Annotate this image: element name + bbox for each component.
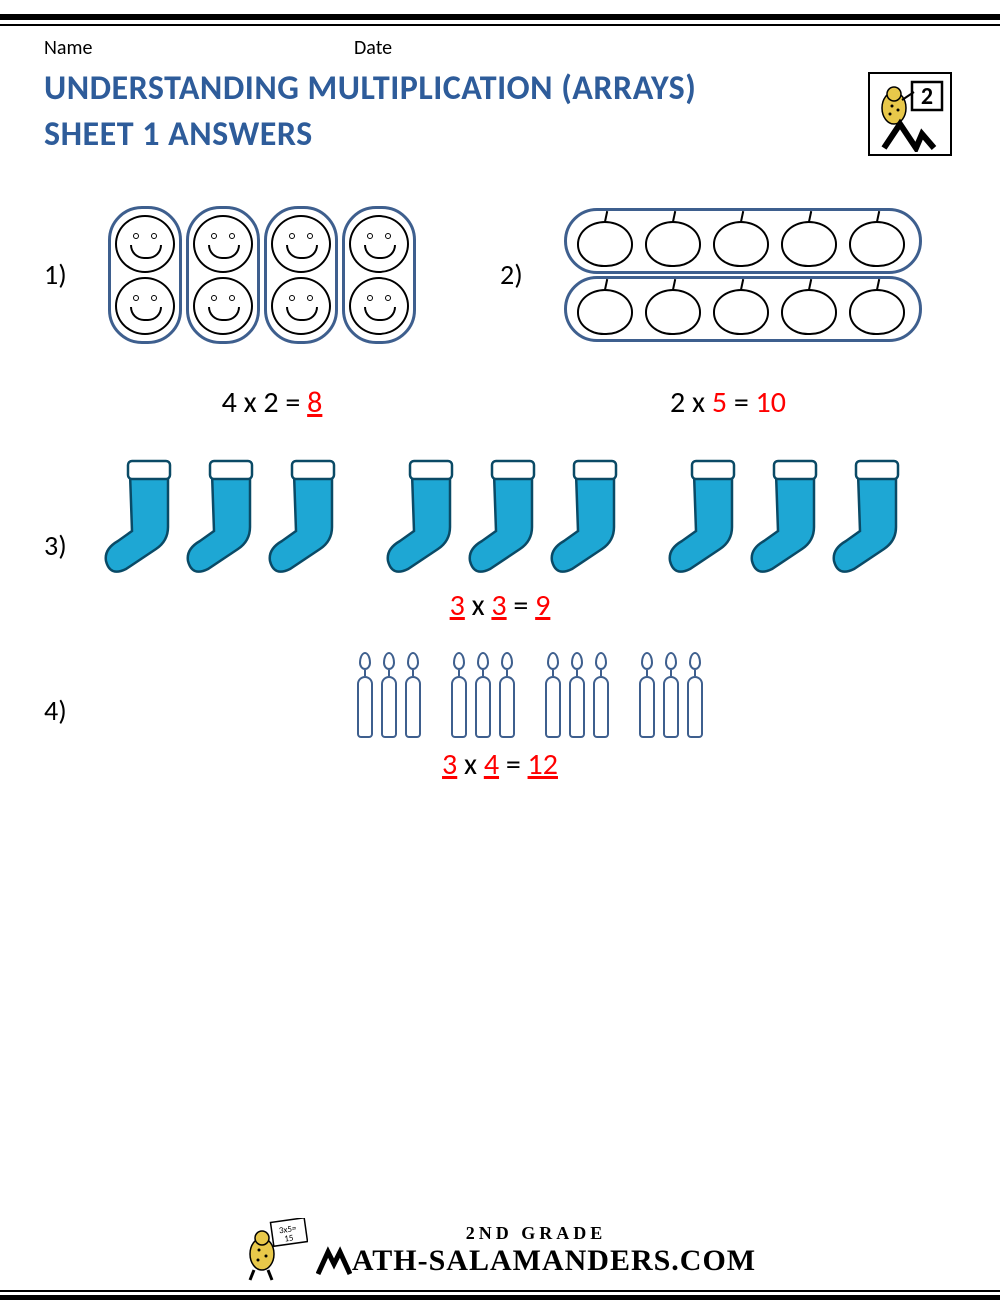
problem-number: 4) [44,693,108,728]
face-icon [349,215,409,273]
sock-icon [382,455,456,583]
apples-array [564,208,922,342]
candle-group [357,652,425,738]
faces-array [108,206,416,344]
sock-icon [264,455,338,583]
face-column [342,206,416,344]
candle-icon [663,652,683,738]
candles-array [357,652,707,738]
sock-icon [546,455,620,583]
candle-icon [545,652,565,738]
equation: 3 x 4 = 12 [44,746,956,783]
footer-site: ATH-SALAMANDERS.COM [316,1244,756,1278]
sock-icon [664,455,738,583]
candle-icon [381,652,401,738]
face-column [264,206,338,344]
face-icon [271,215,331,273]
candle-icon [687,652,707,738]
face-column [186,206,260,344]
sock-icon [828,455,902,583]
sock-group [100,455,338,583]
apple-icon [713,283,773,335]
header-labels: Name Date [44,36,956,60]
equation: 2 x 5 = 10 [500,384,956,421]
apple-row [564,208,922,274]
footer: 3x5= 15 2ND GRADE ATH-SALAMANDERS.COM [0,1208,1000,1308]
face-icon [115,215,175,273]
sock-icon [182,455,256,583]
apple-icon [781,215,841,267]
candle-icon [357,652,377,738]
date-label: Date [354,36,392,60]
apple-icon [577,283,637,335]
apple-icon [849,283,909,335]
face-icon [193,215,253,273]
footer-grade: 2ND GRADE [316,1223,756,1244]
apple-icon [645,215,705,267]
worksheet-title: UNDERSTANDING MULTIPLICATION (ARRAYS) SH… [44,66,956,158]
candle-icon [405,652,425,738]
problem-number: 3) [44,528,108,563]
apple-row [564,276,922,342]
candle-icon [569,652,589,738]
candle-icon [451,652,471,738]
candle-group [639,652,707,738]
apple-icon [577,215,637,267]
face-icon [349,277,409,335]
apple-icon [645,283,705,335]
face-icon [271,277,331,335]
candle-icon [475,652,495,738]
sock-icon [100,455,174,583]
equation: 4 x 2 = 8 [44,384,500,421]
problem-number: 1) [44,257,108,292]
sock-group [382,455,620,583]
sock-icon [746,455,820,583]
sock-group [664,455,902,583]
grade-number: 2 [921,82,933,111]
apple-icon [849,215,909,267]
face-icon [115,277,175,335]
grade-logo: 2 [868,72,952,156]
candle-icon [593,652,613,738]
candle-group [545,652,613,738]
face-icon [193,277,253,335]
candle-icon [639,652,659,738]
equation: 3 x 3 = 9 [44,587,956,624]
problem-number: 2) [500,257,564,292]
apple-icon [781,283,841,335]
face-column [108,206,182,344]
candle-group [451,652,519,738]
apple-icon [713,215,773,267]
sock-icon [464,455,538,583]
socks-array [100,455,902,583]
footer-mascot-icon: 3x5= 15 [244,1218,308,1282]
name-label: Name [44,36,354,60]
candle-icon [499,652,519,738]
